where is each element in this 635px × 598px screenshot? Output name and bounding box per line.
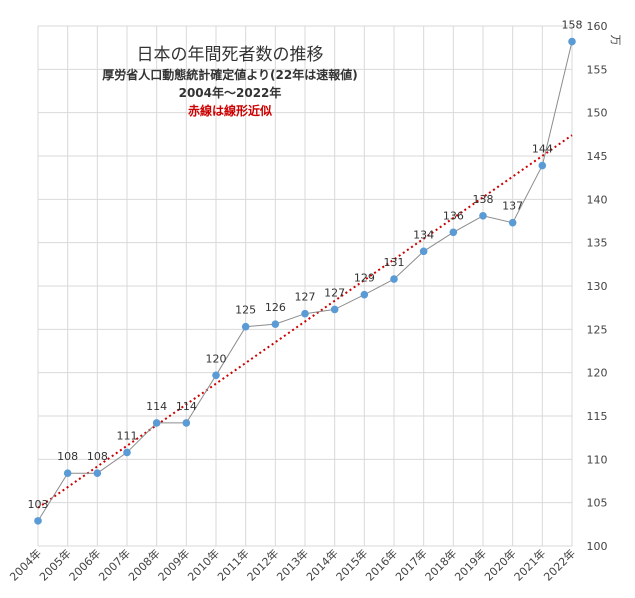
x-tick-label: 2014年 [303, 546, 340, 583]
data-point [330, 305, 339, 314]
data-point [182, 419, 191, 427]
x-tick-label: 2011年 [214, 546, 251, 583]
data-label: 134 [413, 228, 434, 241]
y-tick-label: 125 [587, 323, 608, 336]
series-layer [34, 37, 576, 525]
y-tick-label: 105 [587, 497, 608, 510]
chart-period: 2004年～2022年 [179, 85, 282, 100]
y-tick-label: 160 [587, 20, 608, 33]
data-label: 114 [176, 400, 197, 413]
gridlines [37, 25, 573, 547]
data-point [152, 419, 161, 427]
y-tick-label: 130 [587, 280, 608, 293]
data-label: 137 [502, 200, 523, 213]
x-tick-label: 2009年 [155, 546, 192, 583]
data-point [93, 469, 102, 478]
data-label: 158 [562, 19, 583, 32]
data-label: 126 [265, 301, 286, 314]
data-label: 111 [117, 429, 138, 442]
data-label: 131 [384, 256, 405, 269]
y-tick-label: 120 [587, 367, 608, 380]
x-tick-label: 2006年 [66, 546, 103, 583]
x-tick-label: 2004年 [7, 546, 44, 583]
x-tick-label: 2018年 [422, 546, 459, 583]
data-point [241, 322, 250, 331]
data-point [301, 309, 309, 318]
data-point [34, 517, 42, 525]
data-point [63, 469, 72, 478]
y-unit-label: 万 [609, 35, 622, 46]
trendline [37, 134, 573, 509]
title-block: 日本の年間死者数の推移 厚労省人口動態統計確定値より(22年は速報値) 2004… [102, 45, 357, 118]
data-point [212, 371, 220, 380]
x-tick-label: 2012年 [244, 546, 281, 583]
data-point [449, 228, 458, 237]
data-point [538, 161, 547, 170]
y-tick-label: 145 [587, 150, 608, 163]
x-tick-label: 2008年 [125, 546, 162, 583]
data-label: 127 [295, 291, 316, 304]
data-label: 108 [57, 450, 78, 463]
y-tick-label: 115 [587, 410, 608, 423]
chart-note: 赤線は線形近似 [188, 103, 272, 118]
x-tick-label: 2019年 [452, 546, 489, 583]
data-point [419, 247, 428, 256]
y-tick-label: 135 [587, 237, 608, 250]
trendline-layer [37, 134, 573, 509]
chart-subtitle: 厚労省人口動態統計確定値より(22年は速報値) [102, 67, 357, 82]
data-point [479, 212, 487, 220]
data-label: 103 [28, 498, 49, 511]
x-tick-label: 2021年 [511, 546, 548, 583]
data-point [271, 320, 280, 328]
x-tick-label: 2007年 [96, 546, 133, 583]
x-tick-label: 2013年 [274, 546, 311, 583]
data-point [508, 218, 517, 227]
data-label: 108 [87, 450, 108, 463]
data-label: 127 [324, 286, 345, 299]
data-label: 114 [146, 400, 167, 413]
x-tick-label: 2015年 [333, 546, 370, 583]
data-point [360, 290, 369, 299]
chart-title: 日本の年間死者数の推移 [137, 45, 324, 65]
data-label: 129 [354, 272, 375, 285]
x-tick-label: 2010年 [185, 546, 222, 583]
x-tick-label: 2016年 [363, 546, 400, 583]
y-tick-label: 140 [587, 193, 608, 206]
y-tick-label: 155 [587, 63, 608, 76]
data-point [390, 275, 398, 283]
data-label: 136 [443, 209, 464, 222]
data-label: 138 [473, 193, 494, 206]
data-label: 120 [206, 352, 227, 365]
x-tick-label: 2020年 [481, 546, 518, 583]
x-tick-label: 2005年 [36, 546, 73, 583]
x-tick-label: 2017年 [392, 546, 429, 583]
x-tick-label: 2022年 [541, 546, 578, 583]
data-point [568, 37, 576, 46]
data-labels: 103 108 108 111 114 114 120 125 126 127 127 129 131 1… [28, 19, 583, 511]
data-label: 144 [532, 143, 553, 156]
y-tick-label: 100 [587, 540, 608, 553]
data-point [123, 448, 131, 457]
data-label: 125 [235, 304, 256, 317]
y-tick-label: 110 [587, 453, 608, 466]
y-tick-label: 150 [587, 107, 608, 120]
